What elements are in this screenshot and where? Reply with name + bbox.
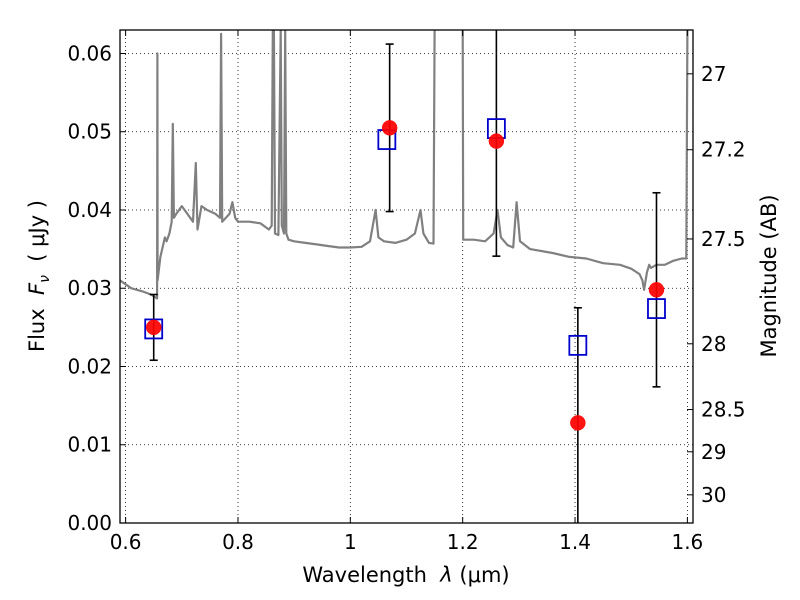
model-spectrum-line	[120, 30, 436, 300]
x-tick-label: 1.2	[447, 530, 479, 554]
model-photometry-point	[568, 334, 588, 356]
plot-frame	[119, 29, 694, 524]
y-tick-label: 0.06	[67, 41, 112, 65]
y2-tick-label: 28	[701, 332, 726, 356]
y-tick-label: 0.02	[67, 354, 112, 378]
x-axis-label: Wavelength λ (μm)	[302, 563, 509, 587]
y2-tick-label: 30	[701, 483, 726, 507]
observed-point	[488, 133, 505, 149]
y-tick-label: 0.01	[67, 433, 112, 457]
y2-tick-label: 27	[701, 62, 726, 86]
y2-tick-label: 27.2	[701, 138, 746, 162]
y-tick-label: 0.04	[67, 198, 112, 222]
x-tick-label: 1.4	[559, 530, 591, 554]
y-tick-label: 0.05	[67, 120, 112, 144]
y2-tick-label: 29	[701, 440, 726, 464]
observed-points-layer	[145, 120, 665, 431]
y-tick-label: 0.03	[67, 276, 112, 300]
observed-point	[648, 282, 665, 298]
y2-axis-label: Magnitude (AB)	[757, 194, 781, 357]
observed-point	[381, 120, 398, 136]
model-photometry-point	[144, 318, 164, 340]
model-photometry-layer	[144, 118, 666, 356]
model-photometry-point	[647, 298, 666, 319]
x-tick-label: 0.8	[222, 530, 254, 554]
plot-area	[120, 30, 693, 523]
y-tick-label: 0.00	[67, 511, 112, 535]
x-tick-label: 1.6	[671, 530, 703, 554]
y2-tick-label: 27.5	[701, 227, 746, 251]
y2-tick-label: 28.5	[701, 398, 746, 422]
y-axis-label: Flux Fν ( μJy )	[25, 200, 53, 352]
observed-point	[145, 319, 162, 336]
observed-point	[570, 415, 586, 431]
x-tick-label: 1	[344, 530, 357, 554]
ticks: 0.6 0.8 1 1.2 1.4 1.6 0.00 0.01 0.02 0.03 0.04 0.05…	[67, 30, 746, 554]
x-tick-label: 0.6	[110, 530, 142, 554]
